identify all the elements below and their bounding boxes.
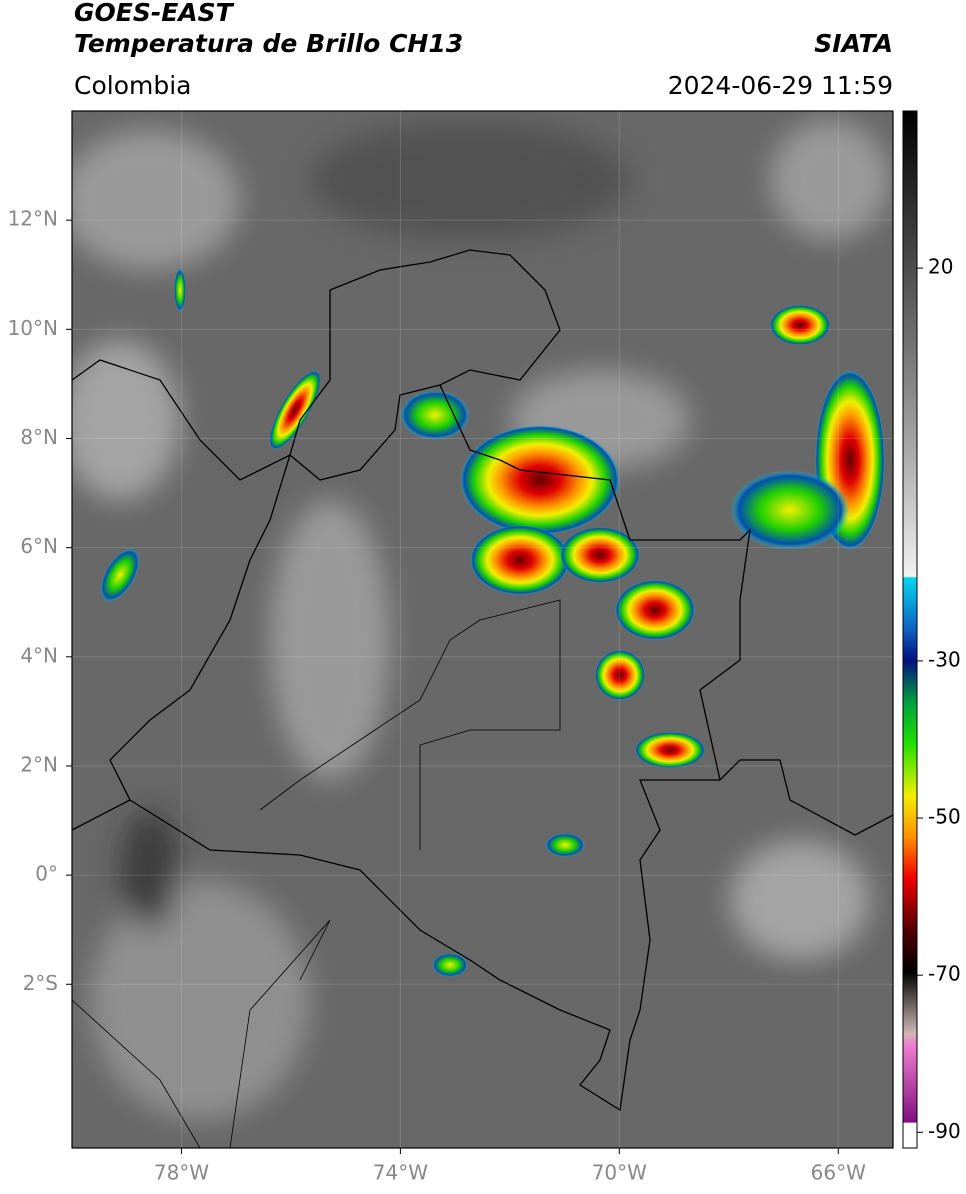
map-frame (71, 110, 894, 1149)
x-tick-label: 78°W (154, 1161, 209, 1185)
colorbar-label: 20 (928, 255, 953, 279)
satellite-image (72, 111, 893, 1148)
source: SIATA (814, 29, 893, 58)
x-tick-label: 70°W (592, 1161, 647, 1185)
y-tick-label: 4°N (20, 643, 58, 667)
product: Temperatura de Brillo CH13 (74, 29, 463, 58)
y-tick-label: 6°N (20, 534, 58, 558)
colorbar-label: -90 (928, 1119, 961, 1143)
region: Colombia (74, 71, 191, 100)
colorbar (902, 110, 918, 1149)
colorbar-label: -30 (928, 647, 961, 671)
y-tick-label: 2°S (23, 971, 58, 995)
datetime: 2024-06-29 11:59 (668, 71, 893, 100)
x-tick-label: 74°W (373, 1161, 428, 1185)
y-tick-label: 10°N (8, 316, 58, 340)
x-tick-label: 66°W (811, 1161, 866, 1185)
colorbar-label: -50 (928, 805, 961, 829)
satellite: GOES-EAST (74, 0, 235, 27)
y-tick-label: 8°N (20, 425, 58, 449)
colorbar-label: -70 (928, 962, 961, 986)
y-tick-label: 2°N (20, 752, 58, 776)
y-tick-label: 12°N (8, 207, 58, 231)
y-tick-label: 0° (35, 862, 58, 886)
